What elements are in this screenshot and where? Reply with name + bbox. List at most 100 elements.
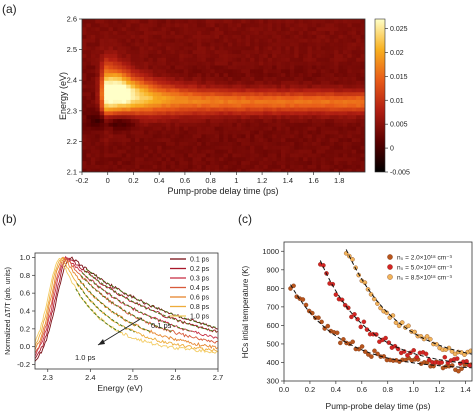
- heatmap-cell: [285, 57, 291, 62]
- heatmap-cell: [285, 72, 291, 77]
- heatmap-cell: [192, 53, 198, 58]
- heatmap-cell: [196, 87, 202, 93]
- heatmap-cell: [108, 95, 114, 100]
- heatmap-cell: [250, 160, 256, 165]
- heatmap-cell: [152, 114, 158, 120]
- heatmap-cell: [360, 57, 365, 62]
- heatmap-cell: [201, 72, 207, 77]
- heatmap-cell: [82, 76, 88, 81]
- heatmap-cell: [241, 49, 247, 55]
- heatmap-cell: [347, 126, 353, 131]
- heatmap-cell: [347, 145, 353, 150]
- heatmap-cell: [227, 110, 233, 116]
- heatmap-cell: [227, 126, 233, 131]
- heatmap-cell: [236, 34, 242, 39]
- heatmap-cell: [90, 45, 96, 51]
- heatmap-cell: [196, 149, 202, 154]
- heatmap-cell: [325, 137, 331, 142]
- heatmap-cell: [303, 152, 309, 158]
- heatmap-cell: [276, 141, 282, 146]
- heatmap-cell: [108, 87, 114, 93]
- heatmap-cell: [157, 126, 163, 131]
- heatmap-cell: [170, 156, 176, 162]
- heatmap-cell: [241, 103, 247, 108]
- heatmap-cell: [130, 38, 136, 43]
- heatmap-cell: [121, 164, 127, 169]
- heatmap-cell: [210, 156, 216, 162]
- heatmap-cell: [183, 137, 189, 142]
- heatmap-cell: [135, 34, 141, 39]
- heatmap-cell: [258, 34, 264, 39]
- heatmap-cell: [143, 133, 149, 139]
- heatmap-cell: [179, 160, 185, 165]
- heatmap-cell: [210, 45, 216, 51]
- heatmap-cell: [99, 160, 105, 165]
- heatmap-cell: [183, 41, 189, 47]
- heatmap-cell: [205, 145, 211, 150]
- heatmap-cell: [316, 129, 322, 135]
- heatmap-cell: [166, 19, 172, 24]
- heatmap-cell: [280, 26, 286, 32]
- heatmap-cell: [338, 149, 344, 154]
- heatmap-cell: [95, 95, 101, 100]
- heatmap-cell: [143, 91, 149, 97]
- heatmap-cell: [196, 133, 202, 139]
- heatmap-x-tick-label: 1.6: [308, 176, 318, 185]
- heatmap-cell: [232, 84, 238, 89]
- heatmap-cell: [99, 64, 105, 70]
- heatmap-cell: [214, 19, 220, 24]
- heatmap-cell: [356, 137, 362, 142]
- heatmap-cell: [170, 99, 176, 104]
- heatmap-cell: [245, 149, 251, 154]
- heatmap-cell: [356, 84, 362, 89]
- heatmap-cell: [250, 61, 256, 66]
- heatmap-cell: [347, 160, 353, 165]
- heatmap-cell: [196, 156, 202, 162]
- heatmap-cell: [303, 68, 309, 74]
- heatmap-cell: [196, 106, 202, 112]
- heatmap-cell: [117, 137, 123, 142]
- heatmap-cell: [143, 118, 149, 123]
- heatmap-cell: [210, 49, 216, 55]
- heatmap-cell: [250, 19, 256, 24]
- heatmap-cell: [267, 53, 273, 58]
- heatmap-cell: [130, 72, 136, 77]
- heatmap-cell: [356, 95, 362, 100]
- heatmap-cell: [334, 137, 340, 142]
- data-point: [334, 330, 340, 336]
- heatmap-cell: [360, 72, 365, 77]
- heatmap-panel: -0.2 0 0.2 0.4 0.6 0.8 1 1.2 1.4 1.6 1.8 2.12.22.3…: [58, 15, 410, 197]
- heatmap-cell: [214, 95, 220, 100]
- heatmap-cell: [232, 72, 238, 77]
- heatmap-cell: [294, 141, 300, 146]
- heatmap-cell: [90, 145, 96, 150]
- heatmap-cell: [166, 87, 172, 93]
- heatmap-cell: [210, 114, 216, 120]
- heatmap-cell: [126, 80, 132, 85]
- heatmap-cell: [276, 41, 282, 47]
- heatmap-cell: [183, 61, 189, 66]
- heatmap-cell: [320, 106, 326, 112]
- heatmap-cell: [170, 118, 176, 123]
- heatmap-cell: [241, 95, 247, 100]
- heatmap-cell: [117, 164, 123, 169]
- heatmap-cell: [232, 76, 238, 81]
- heatmap-cell: [334, 149, 340, 154]
- heatmap-cell: [223, 80, 229, 85]
- heatmap-cell: [166, 145, 172, 150]
- heatmap-cell: [183, 103, 189, 108]
- heatmap-cell: [276, 118, 282, 123]
- heatmap-cell: [360, 34, 365, 39]
- heatmap-cell: [250, 57, 256, 62]
- heatmap-cell: [161, 80, 167, 85]
- heatmap-cell: [214, 156, 220, 162]
- heatmap-cell: [311, 122, 317, 127]
- heatmap-cell: [223, 164, 229, 169]
- heatmap-cell: [126, 129, 132, 135]
- heatmap-cell: [95, 164, 101, 169]
- heatmap-cell: [183, 64, 189, 70]
- heatmap-cell: [289, 99, 295, 104]
- heatmap-cell: [223, 133, 229, 139]
- heatmap-cell: [232, 118, 238, 123]
- heatmap-cell: [139, 126, 145, 131]
